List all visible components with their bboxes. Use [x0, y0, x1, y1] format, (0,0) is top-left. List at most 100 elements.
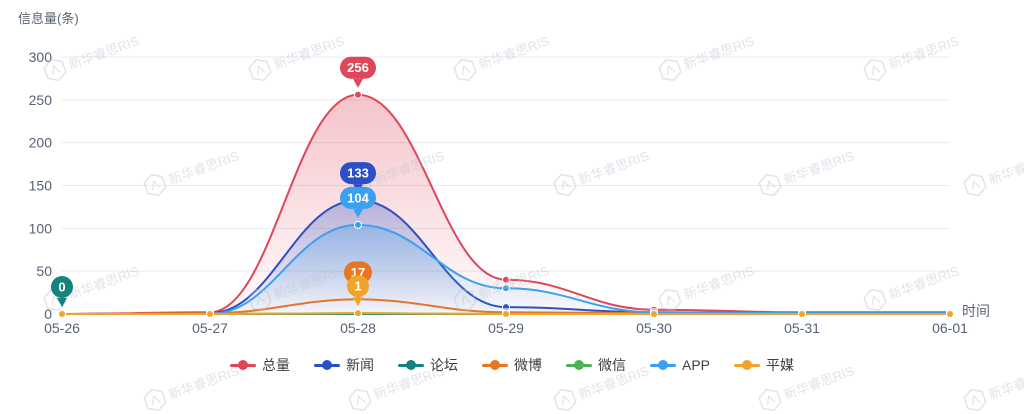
legend-marker-dot [573, 360, 584, 370]
legend-item-0[interactable]: 总量 [229, 355, 290, 375]
watermark-logo-mark [872, 294, 881, 306]
watermark-logo-mark [972, 179, 981, 191]
legend-marker-dot [237, 360, 248, 370]
legend-line-dot-icon [649, 360, 676, 370]
data-point[interactable] [354, 309, 362, 318]
watermark-logo-mark [972, 394, 981, 406]
y-tick-label: 200 [29, 135, 53, 151]
watermark-logo-icon [553, 173, 577, 197]
watermark: 新华睿思RIS [553, 148, 652, 197]
data-point[interactable] [502, 310, 510, 318]
watermark-logo-icon [658, 288, 682, 312]
data-point[interactable] [502, 275, 510, 284]
watermark-logo-mark [667, 294, 676, 306]
x-tick-label: 05-31 [784, 320, 820, 336]
watermark: 新华睿思RIS [863, 33, 962, 82]
data-point[interactable] [354, 90, 362, 99]
watermark-logo-mark [767, 394, 776, 406]
watermark-logo-icon [863, 288, 887, 312]
watermark-logo-icon [553, 388, 577, 412]
watermark: 新华睿思RIS [658, 263, 757, 312]
legend-item-1[interactable]: 新闻 [313, 355, 374, 375]
watermark-logo-mark [52, 294, 61, 306]
legend: 总量 新闻 论坛 微博 微信 APP 平媒 [0, 352, 1024, 378]
badge-tail [353, 297, 363, 307]
watermark-text: 新华睿思RIS [272, 33, 347, 72]
legend-item-2[interactable]: 论坛 [397, 355, 458, 375]
data-point[interactable] [502, 284, 510, 293]
badge-value: 1 [354, 279, 361, 294]
watermark-logo-icon [453, 288, 477, 312]
watermark-logo-mark [562, 394, 571, 406]
watermark-text: 新华睿思RIS [682, 263, 757, 302]
watermark-text: 新华睿思RIS [987, 148, 1024, 187]
value-badge-1: 133 [340, 162, 376, 194]
watermark-logo-icon [863, 58, 887, 82]
watermark-text: 新华睿思RIS [887, 263, 962, 302]
watermark-text: 新华睿思RIS [67, 263, 142, 302]
legend-label: 微博 [513, 357, 542, 373]
y-tick-label: 250 [29, 92, 53, 108]
watermark: 新华睿思RIS [248, 33, 347, 82]
legend-line-dot-icon [313, 360, 340, 370]
legend-marker-dot [657, 360, 668, 370]
watermark-logo-icon [348, 388, 372, 412]
watermark-logo-mark [152, 394, 161, 406]
watermark-text: 新华睿思RIS [577, 148, 652, 187]
watermark-logo-icon [248, 58, 272, 82]
legend-line-dot-icon [565, 360, 592, 370]
watermark: 新华睿思RIS [963, 148, 1024, 197]
value-badge-5: 104 [340, 186, 376, 218]
badge-value: 133 [347, 166, 369, 181]
legend-label: 新闻 [345, 357, 374, 373]
legend-marker-dot [405, 360, 416, 370]
legend-line-dot-icon [481, 360, 508, 370]
legend-line-dot-icon [397, 360, 424, 370]
watermark: 新华睿思RIS [453, 33, 552, 82]
watermark-text: 新华睿思RIS [887, 33, 962, 72]
data-point[interactable] [650, 310, 658, 318]
legend-marker-dot [489, 360, 500, 370]
watermark-logo-icon [143, 388, 167, 412]
y-axis-title: 信息量(条) [18, 11, 79, 26]
watermark-logo-mark [562, 179, 571, 191]
watermark-logo-icon [143, 173, 167, 197]
legend-item-6[interactable]: 平媒 [734, 355, 794, 375]
watermark: 新华睿思RIS [658, 33, 756, 82]
watermark-text: 新华睿思RIS [477, 33, 552, 72]
badge-value: 0 [58, 280, 65, 295]
badge-body [347, 275, 369, 298]
watermark-logo-icon [658, 58, 682, 82]
watermark-logo-mark [357, 394, 366, 406]
data-point[interactable] [354, 220, 362, 229]
badge-body [51, 276, 73, 298]
y-tick-label: 100 [29, 220, 53, 236]
x-tick-label: 05-30 [636, 320, 672, 336]
x-axis-title: 时间 [962, 303, 990, 319]
badge-body [340, 162, 376, 185]
legend-line-dot-icon [229, 360, 256, 370]
watermark-text: 新华睿思RIS [782, 148, 857, 187]
data-point[interactable] [206, 310, 214, 318]
legend-label: 总量 [261, 357, 290, 373]
grid-layer: 0 50 100 150 200 250 300 05-26 05-27 05-28 05-29 05… [29, 49, 968, 336]
data-point[interactable] [58, 310, 66, 318]
data-point[interactable] [946, 310, 954, 318]
legend-item-3[interactable]: 微博 [481, 355, 542, 375]
watermark-logo-mark [52, 64, 61, 76]
x-tick-label: 05-28 [340, 320, 376, 336]
legend-line-dot-icon [734, 360, 760, 370]
badge-tail [353, 78, 363, 88]
data-point[interactable] [798, 310, 806, 318]
watermark: 新华睿思RIS [43, 33, 141, 82]
legend-item-5[interactable]: APP [649, 357, 710, 373]
legend-marker-dot [742, 360, 752, 370]
legend-item-4[interactable]: 微信 [565, 355, 626, 375]
watermark-logo-icon [758, 173, 782, 197]
series-5 [58, 220, 954, 318]
watermark-logo-icon [758, 388, 782, 412]
legend-label: APP [681, 357, 710, 373]
watermark-logo-mark [767, 179, 776, 191]
badge-body [340, 186, 376, 209]
